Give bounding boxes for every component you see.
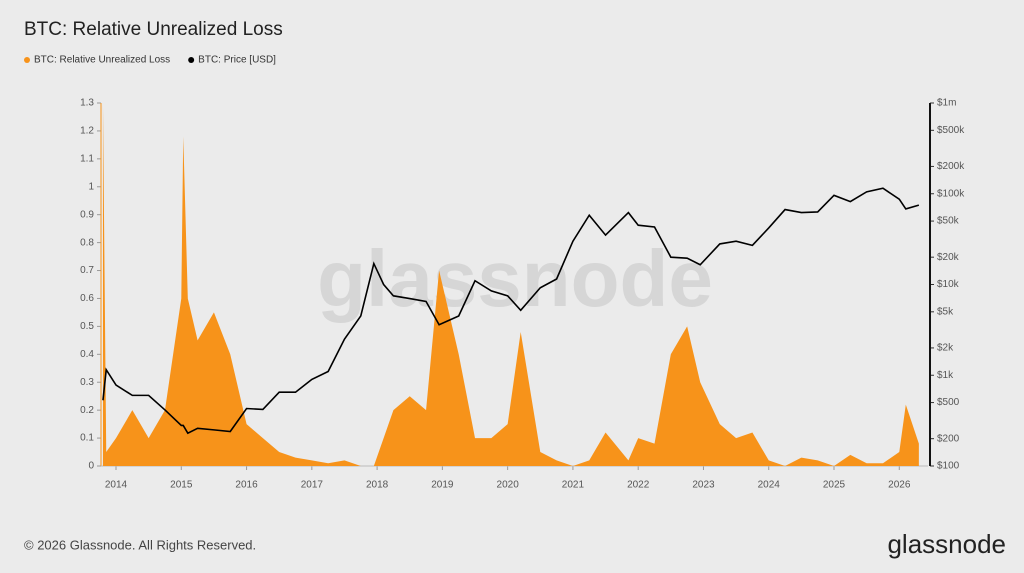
- watermark: glassnode: [317, 234, 713, 323]
- price-line: [102, 187, 920, 435]
- loss-area: [102, 103, 919, 466]
- y-tick-label: 0.5: [80, 321, 94, 332]
- y-tick-label: 0.8: [80, 237, 94, 248]
- y2-tick-label: $100k: [937, 188, 965, 199]
- y-tick-label: 1.3: [80, 98, 94, 109]
- y2-tick-label: $500: [937, 397, 960, 408]
- y2-tick-label: $50k: [937, 216, 960, 227]
- x-tick-label: 2017: [301, 480, 324, 491]
- x-tick-label: 2021: [562, 480, 585, 491]
- y2-tick-label: $500k: [937, 125, 965, 136]
- y-tick-label: 0.3: [80, 377, 94, 388]
- y2-tick-label: $1k: [937, 370, 954, 381]
- y-tick-label: 1.2: [80, 126, 94, 137]
- legend-swatch: [24, 57, 30, 63]
- legend-label: BTC: Relative Unrealized Loss: [34, 55, 170, 66]
- x-tick-label: 2022: [627, 480, 650, 491]
- legend-label: BTC: Price [USD]: [198, 55, 276, 66]
- y-tick-label: 0.7: [80, 265, 94, 276]
- y-tick-label: 0.2: [80, 405, 94, 416]
- x-tick-label: 2016: [235, 480, 258, 491]
- x-tick-label: 2018: [366, 480, 389, 491]
- logo: glassnode: [887, 529, 1006, 559]
- x-tick-label: 2020: [497, 480, 520, 491]
- legend-swatch: [188, 57, 195, 63]
- y-tick-label: 0: [88, 461, 94, 472]
- y2-tick-label: $5k: [937, 306, 954, 317]
- y2-tick-label: $100: [937, 461, 960, 472]
- y2-tick-label: $2k: [937, 343, 954, 354]
- y-tick-label: 0.4: [80, 349, 94, 360]
- y-tick-label: 1: [88, 181, 94, 192]
- y2-tick-label: $200k: [937, 161, 965, 172]
- y2-tick-label: $1m: [937, 98, 956, 109]
- x-tick-label: 2023: [692, 480, 715, 491]
- y-tick-label: 0.6: [80, 293, 94, 304]
- chart-title: BTC: Relative Unrealized Loss: [24, 19, 283, 40]
- y-tick-label: 1.1: [80, 153, 94, 164]
- y2-tick-label: $20k: [937, 252, 960, 263]
- x-tick-label: 2019: [431, 480, 454, 491]
- x-tick-label: 2025: [823, 480, 846, 491]
- footer: © 2026 Glassnode. All Rights Reserved.: [24, 537, 256, 552]
- y2-tick-label: $200: [937, 433, 960, 444]
- y2-tick-label: $10k: [937, 279, 960, 290]
- x-tick-label: 2026: [888, 480, 911, 491]
- x-tick-label: 2014: [105, 480, 128, 491]
- x-tick-label: 2015: [170, 480, 193, 491]
- y-tick-label: 0.9: [80, 209, 94, 220]
- x-tick-label: 2024: [758, 480, 781, 491]
- y-tick-label: 0.1: [80, 433, 94, 444]
